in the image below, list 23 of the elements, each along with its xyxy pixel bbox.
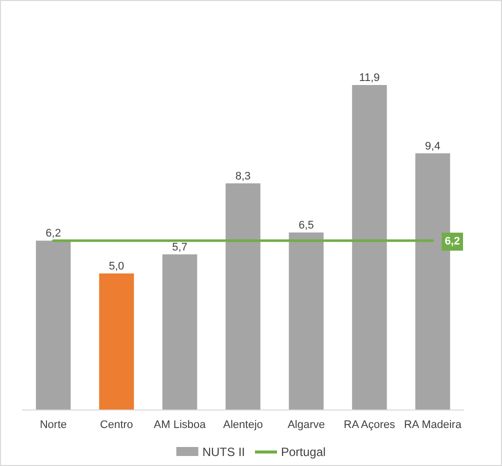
data-label: 5,7 (172, 241, 188, 254)
data-label: 6,5 (298, 219, 314, 232)
bar (288, 232, 324, 410)
x-tick-label: Algarve (288, 418, 325, 431)
legend-label: NUTS II (202, 445, 245, 459)
data-label: 9,4 (425, 140, 440, 152)
data-label: 11,9 (359, 72, 380, 84)
data-label: 8,3 (235, 170, 251, 182)
bar (36, 240, 71, 410)
bar (226, 183, 260, 410)
x-tick-label: Alentejo (223, 418, 263, 431)
x-tick-label: AM Lisboa (154, 418, 207, 431)
x-tick-label: RA Madeira (404, 418, 462, 431)
data-label: 6,2 (444, 236, 460, 248)
x-tick-label: RA Açores (344, 418, 396, 431)
x-tick-label: Norte (40, 418, 67, 431)
bar (162, 254, 198, 410)
bar (352, 85, 387, 410)
bar (99, 273, 134, 410)
x-tick-label: Centro (100, 418, 134, 431)
data-label: 5,0 (108, 260, 124, 272)
legend-label: Portugal (280, 445, 326, 459)
data-label: 6,2 (46, 228, 61, 240)
